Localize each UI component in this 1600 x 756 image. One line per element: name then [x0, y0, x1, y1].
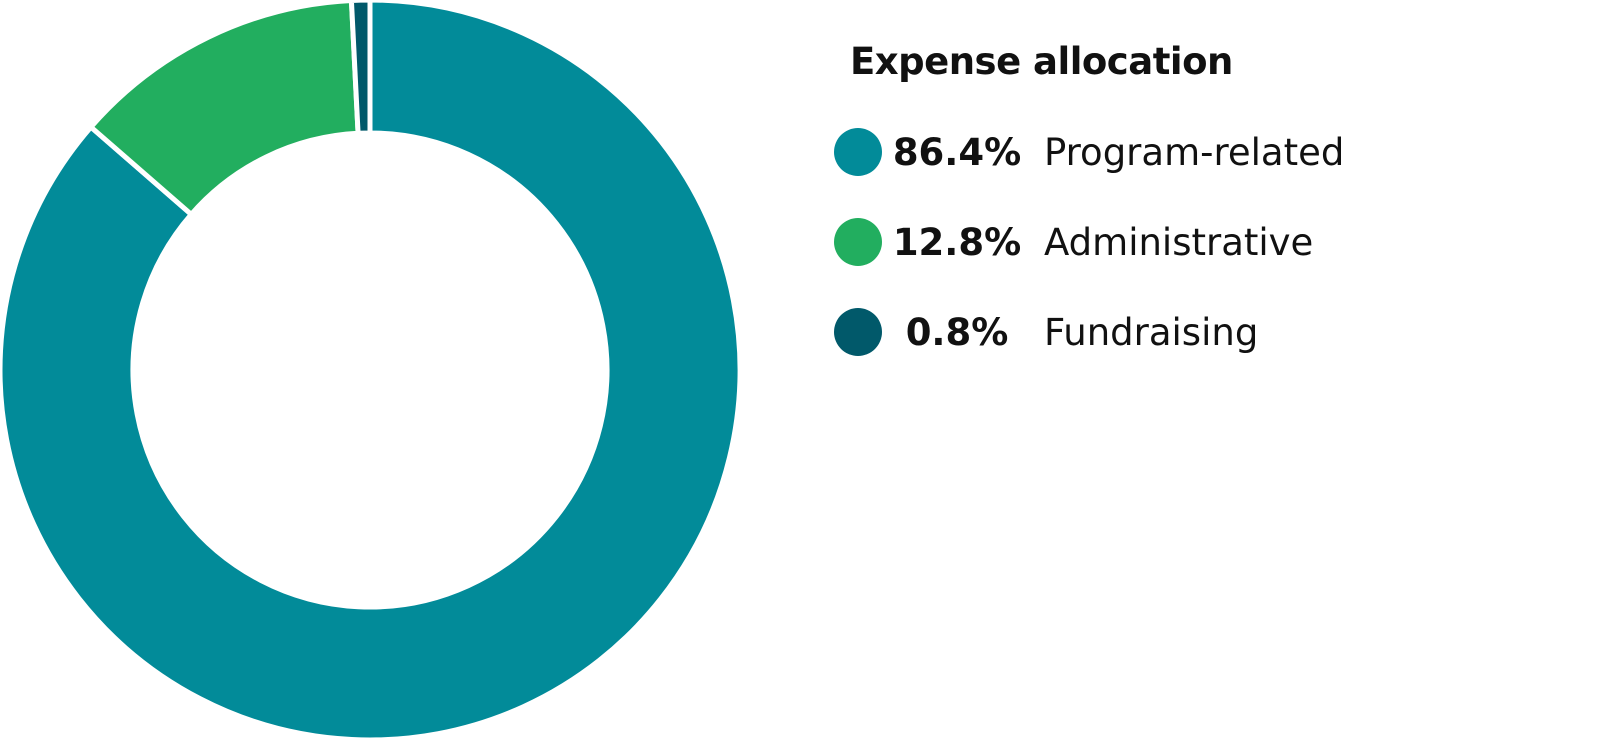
legend-label-program-related: Program-related — [1044, 130, 1345, 174]
donut-slice-fundraising — [348, 0, 373, 136]
legend: Expense allocation 86.4% Program-related… — [834, 34, 1550, 394]
legend-label-administrative: Administrative — [1044, 220, 1314, 264]
legend-item-fundraising: 0.8% Fundraising — [834, 304, 1550, 360]
legend-value-program-related: 86.4% — [892, 130, 1022, 174]
legend-item-administrative: 12.8% Administrative — [834, 214, 1550, 270]
legend-swatch-administrative — [834, 218, 882, 266]
legend-swatch-fundraising — [834, 308, 882, 356]
donut-slice-program-related — [0, 0, 743, 743]
legend-value-fundraising: 0.8% — [905, 310, 1009, 354]
donut-chart — [0, 0, 743, 743]
legend-swatch-program-related — [834, 128, 882, 176]
legend-value-administrative: 12.8% — [892, 220, 1022, 264]
legend-item-program-related: 86.4% Program-related — [834, 124, 1550, 180]
legend-title: Expense allocation — [850, 40, 1233, 83]
legend-label-fundraising: Fundraising — [1044, 310, 1259, 354]
